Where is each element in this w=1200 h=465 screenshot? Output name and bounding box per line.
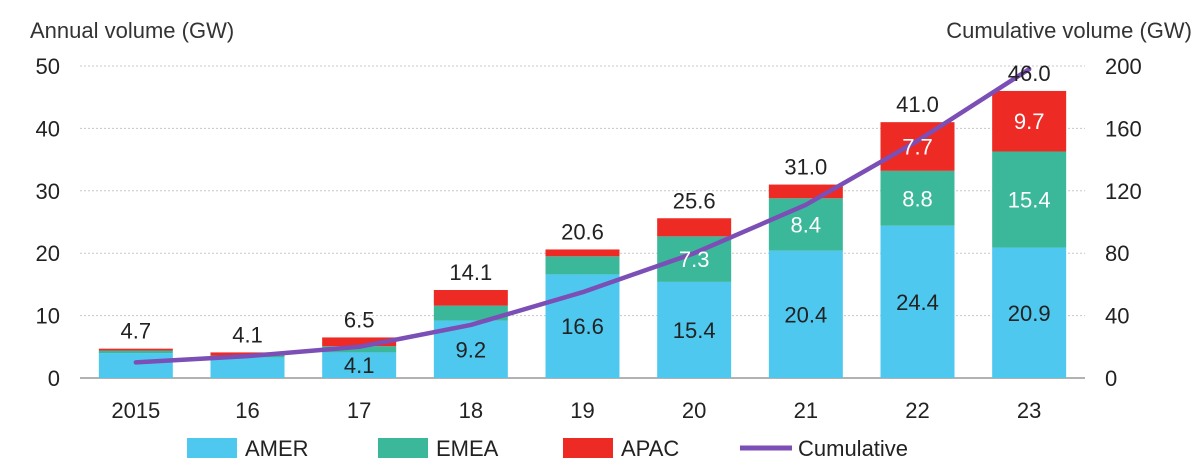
total-label: 4.7 xyxy=(121,319,152,344)
right-axis-ticks: 0 40 80 120 160 200 xyxy=(1105,54,1142,391)
segment-label: 7.3 xyxy=(679,247,710,272)
total-label: 41.0 xyxy=(896,92,939,117)
cumulative-line-path xyxy=(133,66,1032,365)
data-labels: 4.1 9.2 16.6 15.4 7.3 20.4 8.4 24.4 8.8 7.7 20.9 15… xyxy=(121,61,1051,378)
segment-label: 15.4 xyxy=(673,318,716,343)
legend-swatch-amer xyxy=(187,438,237,458)
bar-segment-amer xyxy=(210,357,285,378)
left-tick-label: 10 xyxy=(36,304,60,329)
legend: AMER EMEA APAC Cumulative xyxy=(187,436,908,461)
bar-segment-emea xyxy=(433,305,508,321)
bar-segment-emea xyxy=(545,256,620,275)
total-label: 14.1 xyxy=(449,260,492,285)
segment-label: 24.4 xyxy=(896,290,939,315)
segment-label: 8.8 xyxy=(902,186,933,211)
bar-segment-amer xyxy=(992,247,1067,378)
legend-swatch-emea xyxy=(378,438,428,458)
left-tick-label: 30 xyxy=(36,179,60,204)
segment-label: 15.4 xyxy=(1008,188,1051,213)
x-tick-label: 2015 xyxy=(111,398,160,423)
bar-segment-amer xyxy=(768,250,843,378)
total-label: 25.6 xyxy=(673,188,716,213)
right-tick-label: 40 xyxy=(1105,304,1129,329)
left-tick-label: 40 xyxy=(36,116,60,141)
total-label: 31.0 xyxy=(784,155,827,180)
bar-segment-emea xyxy=(98,350,173,354)
x-tick-label: 18 xyxy=(459,398,483,423)
bar-segment-emea xyxy=(880,170,955,226)
x-tick-label: 20 xyxy=(682,398,706,423)
bar-segment-apac xyxy=(657,218,732,237)
bar-segment-amer xyxy=(322,352,397,378)
bar-segment-emea xyxy=(992,151,1067,248)
total-label: 6.5 xyxy=(344,307,375,332)
bar-segment-apac xyxy=(98,348,173,351)
left-axis-ticks: 0 10 20 30 40 50 xyxy=(36,54,60,391)
bar-segment-amer xyxy=(657,281,732,378)
bar-segment-emea xyxy=(322,346,397,353)
right-tick-label: 80 xyxy=(1105,241,1129,266)
bar-segment-amer xyxy=(880,225,955,378)
segment-label: 9.2 xyxy=(456,337,487,362)
segment-label: 20.9 xyxy=(1008,301,1051,326)
segment-label: 9.7 xyxy=(1014,109,1045,134)
right-tick-label: 160 xyxy=(1105,116,1142,141)
right-axis-title: Cumulative volume (GW) xyxy=(946,18,1192,43)
legend-label: Cumulative xyxy=(798,436,908,461)
segment-label: 8.4 xyxy=(791,212,822,237)
segment-label: 16.6 xyxy=(561,314,604,339)
legend-label: EMEA xyxy=(436,436,499,461)
segment-label: 20.4 xyxy=(784,302,827,327)
total-label: 46.0 xyxy=(1008,61,1051,86)
cumulative-line xyxy=(133,66,1032,365)
left-tick-label: 50 xyxy=(36,54,60,79)
bar-segment-apac xyxy=(433,290,508,306)
bar-segment-apac xyxy=(992,90,1067,152)
total-label: 4.1 xyxy=(232,322,263,347)
left-axis-title: Annual volume (GW) xyxy=(30,18,234,43)
x-tick-label: 21 xyxy=(794,398,818,423)
left-tick-label: 20 xyxy=(36,241,60,266)
bar-segment-amer xyxy=(98,353,173,378)
segment-label: 7.7 xyxy=(902,134,933,159)
x-tick-label: 19 xyxy=(570,398,594,423)
right-tick-label: 200 xyxy=(1105,54,1142,79)
x-tick-label: 17 xyxy=(347,398,371,423)
x-tick-label: 22 xyxy=(905,398,929,423)
total-label: 20.6 xyxy=(561,219,604,244)
legend-label: AMER xyxy=(245,436,309,461)
x-tick-label: 23 xyxy=(1017,398,1041,423)
bar-segment-apac xyxy=(322,337,397,347)
right-tick-label: 0 xyxy=(1105,366,1117,391)
x-tick-label: 16 xyxy=(235,398,259,423)
legend-swatch-apac xyxy=(563,438,613,458)
left-tick-label: 0 xyxy=(48,366,60,391)
bar-segment-apac xyxy=(880,122,955,171)
right-tick-label: 120 xyxy=(1105,179,1142,204)
bar-segment-apac xyxy=(545,249,620,257)
segment-label: 4.1 xyxy=(344,353,375,378)
x-axis-ticks: 2015 16 17 18 19 20 21 22 23 xyxy=(111,398,1041,423)
legend-label: APAC xyxy=(621,436,679,461)
